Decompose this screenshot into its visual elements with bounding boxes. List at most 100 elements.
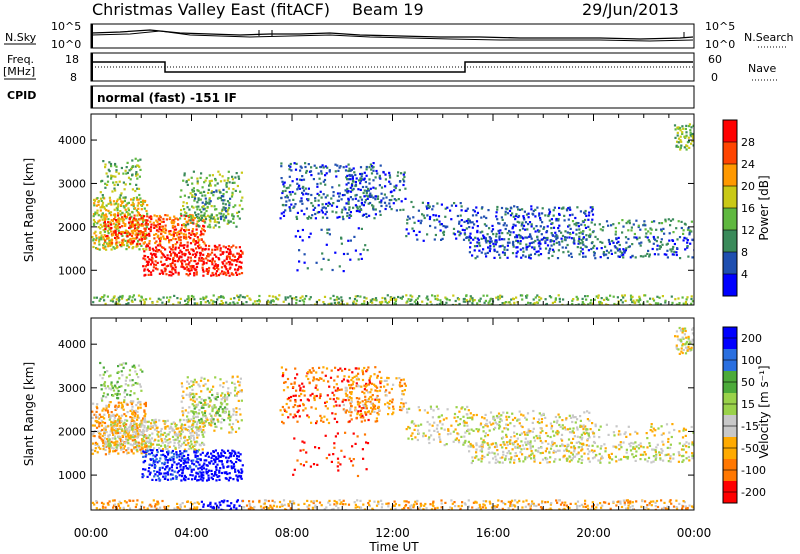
echo-point [95,426,99,429]
echo-point [341,369,344,372]
echo-point [494,239,497,242]
echo-point [562,251,565,254]
echo-point [546,225,549,228]
echo-point [150,223,153,226]
echo-point [141,199,145,202]
echo-point [475,206,478,209]
echo-point [102,238,105,241]
echo-point [92,222,96,225]
echo-point [178,233,181,236]
echo-point [94,414,98,417]
echo-point [359,416,362,419]
echo-point [125,232,128,235]
echo-point [347,375,351,378]
echo-point [619,250,622,253]
echo-point [218,414,221,417]
echo-point [145,440,148,443]
echo-point [230,195,234,198]
echo-point [288,191,291,194]
echo-point [196,201,199,204]
echo-point [191,230,194,233]
echo-point [326,231,329,235]
echo-point [203,424,206,427]
echo-point [627,245,630,249]
echo-point [184,230,187,233]
echo-point [330,302,333,305]
echo-point [110,243,113,246]
echo-point [237,257,240,261]
echo-point [349,169,352,172]
echo-point [144,199,147,203]
echo-point [195,423,199,426]
echo-point [213,404,216,407]
echo-point [174,271,177,274]
echo-point [649,297,652,300]
echo-point [599,228,602,231]
echo-point [539,218,542,222]
echo-point [129,422,133,425]
echo-point [120,428,123,431]
echo-point [114,404,117,407]
echo-point [124,183,127,186]
echo-point [191,194,194,197]
freq-panel [90,52,695,82]
echo-point [218,226,221,229]
echo-point [210,388,213,391]
echo-point [152,443,155,446]
echo-point [153,263,156,266]
echo-point [195,412,199,415]
echo-point [353,298,357,301]
echo-point [107,425,110,428]
echo-point [453,202,456,205]
echo-point [187,301,190,304]
echo-point [222,202,225,205]
power-ylabel: Slant Range [km] [22,158,36,262]
echo-point [676,140,679,143]
echo-point [577,239,580,242]
echo-point [225,183,228,186]
echo-point [195,268,198,271]
echo-point [239,265,242,269]
noise-tick-bottom-right: 10^0 [705,38,735,51]
echo-point [171,463,174,466]
echo-point [108,415,111,418]
echo-point [303,213,306,216]
echo-point [221,175,224,178]
echo-point [635,299,638,302]
echo-point [202,274,205,277]
echo-point [142,248,145,251]
echo-point [587,218,590,221]
echo-point [345,387,348,390]
echo-point [198,409,201,412]
echo-point [141,473,144,476]
echo-point [157,230,160,233]
echo-point [686,239,689,242]
echo-point [108,241,111,244]
echo-point [189,473,192,477]
echo-point [369,201,372,205]
echo-point [104,166,107,169]
echo-point [106,242,109,245]
echo-point [404,384,407,387]
echo-point [400,200,403,203]
echo-point [214,471,217,474]
echo-point [496,250,499,253]
echo-point [182,246,186,249]
echo-point [108,447,111,450]
echo-point [418,230,421,233]
echo-point [173,220,176,223]
echo-point [512,243,515,246]
echo-point [232,205,235,209]
echo-point [600,247,603,250]
echo-point [190,176,193,179]
echo-point [147,426,150,429]
echo-point [138,193,141,197]
echo-point [102,246,105,249]
echo-point [282,372,285,375]
echo-point [115,446,118,449]
echo-point [107,440,110,443]
echo-point [123,413,126,416]
echo-point [152,221,155,224]
echo-point [135,373,138,376]
echo-point [221,252,224,255]
